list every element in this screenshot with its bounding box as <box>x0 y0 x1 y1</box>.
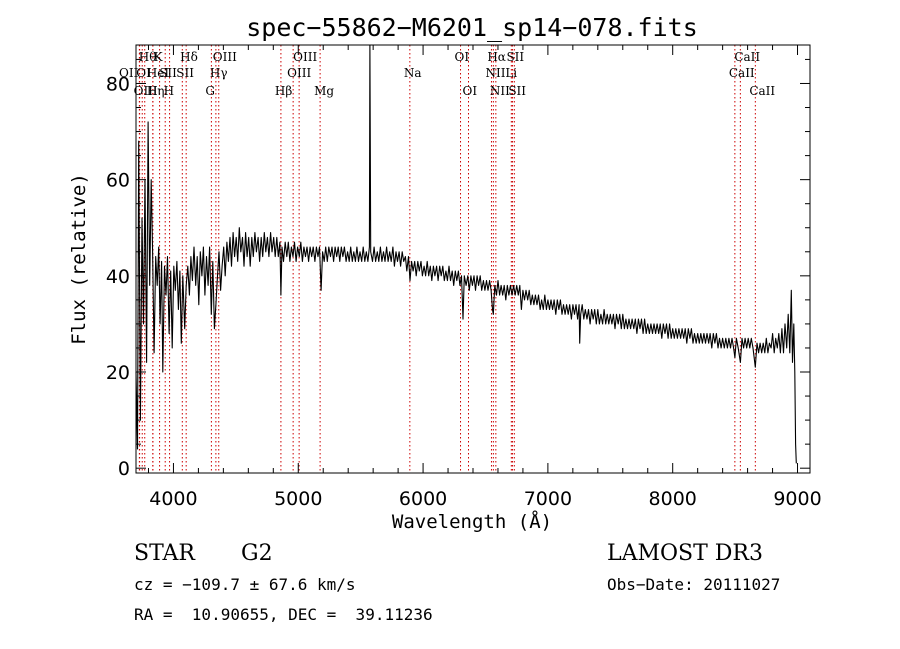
line-label: OIII <box>287 66 311 80</box>
line-label: NII <box>490 84 510 98</box>
y-tick-label: 20 <box>106 362 130 384</box>
line-label: Li <box>505 66 517 80</box>
line-label: OI <box>463 84 478 98</box>
line-label: Hβ <box>275 84 292 98</box>
line-label: K <box>154 50 164 64</box>
y-tick-label: 40 <box>106 266 130 288</box>
line-label: G <box>205 84 215 98</box>
line-label: Hα <box>487 50 506 64</box>
y-axis-label: Flux (relative) <box>68 173 90 345</box>
line-label: CaII <box>729 66 755 80</box>
x-tick-label: 6000 <box>399 488 447 510</box>
x-axis-label: Wavelength (Å) <box>392 510 552 533</box>
redshift-info: cz = −109.7 ± 67.6 km/s <box>134 575 356 594</box>
line-label: Na <box>404 66 422 80</box>
object-subclass: G2 <box>241 541 273 566</box>
line-label: CaII <box>734 50 760 64</box>
line-label: CaII <box>749 84 775 98</box>
line-label: SII <box>508 84 526 98</box>
survey-name: LAMOST DR3 <box>607 541 763 566</box>
line-label: Hδ <box>180 50 198 64</box>
object-class: STAR <box>134 541 196 566</box>
y-tick-label: 0 <box>118 458 130 480</box>
line-label: OIII <box>213 50 237 64</box>
line-label: OIII <box>293 50 317 64</box>
spectrum-line <box>135 44 797 464</box>
line-label: OI <box>455 50 470 64</box>
emission-line-markers <box>138 45 756 473</box>
line-label: OI <box>136 66 151 80</box>
observation-date: Obs−Date: 20111027 <box>607 575 780 594</box>
x-tick-label: 5000 <box>274 488 322 510</box>
coordinates: RA = 10.90655, DEC = 39.11236 <box>134 605 433 624</box>
x-axis-ticks: 4000 5000 6000 7000 8000 9000 <box>147 45 822 510</box>
line-label: OIII <box>134 84 158 98</box>
y-tick-label: 80 <box>106 73 130 95</box>
line-label: Hη <box>147 84 165 98</box>
line-label: HeI <box>147 66 170 80</box>
x-tick-label: 4000 <box>149 488 197 510</box>
x-tick-label: 8000 <box>649 488 697 510</box>
y-tick-label: 60 <box>106 170 130 192</box>
line-label: SII <box>176 66 194 80</box>
x-tick-label: 9000 <box>773 488 821 510</box>
line-label: H <box>164 84 174 98</box>
line-label: OII <box>119 66 139 80</box>
x-tick-label: 7000 <box>524 488 572 510</box>
line-label: SII <box>506 50 524 64</box>
emission-line-labels: OIIOIIIOIHθHeIHηKSIIHSIIHδGHγOIIIHβOIIIO… <box>119 50 775 98</box>
line-label: Hγ <box>210 66 228 80</box>
y-axis-ticks: 0 20 40 60 80 <box>106 58 810 480</box>
line-label: NII <box>485 66 505 80</box>
line-label: SII <box>159 66 177 80</box>
line-label: Hθ <box>139 50 157 64</box>
line-label: Mg <box>314 84 334 98</box>
chart-title: spec−55862−M6201_sp14−078.fits <box>246 13 698 42</box>
